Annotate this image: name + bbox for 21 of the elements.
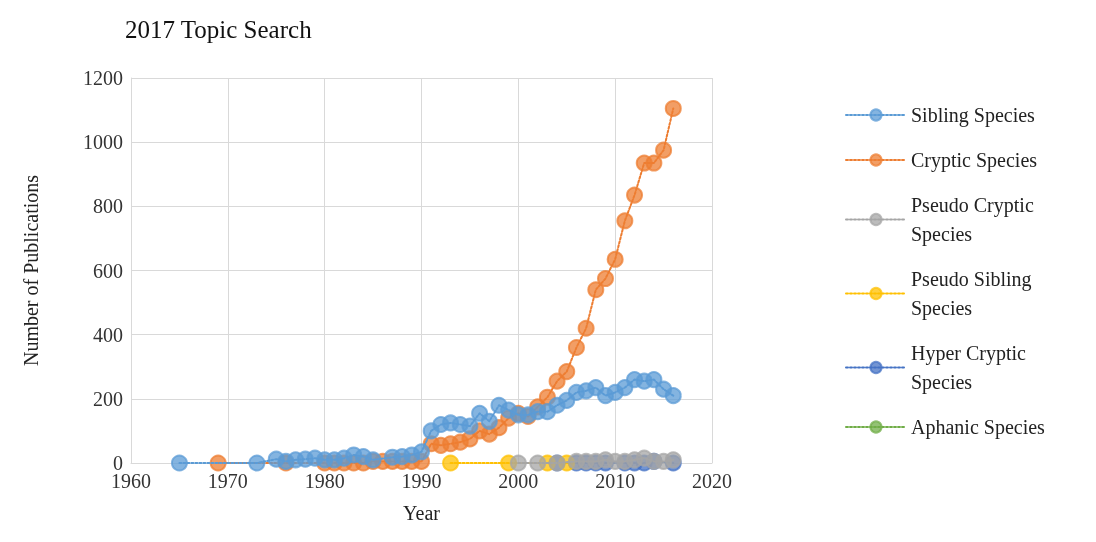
y-tick-label: 1000 xyxy=(83,131,123,154)
x-tick-label: 1980 xyxy=(304,470,345,492)
legend-label: Cryptic Species xyxy=(911,149,1038,172)
x-tick-label: 2010 xyxy=(595,470,636,492)
y-tick-label: 800 xyxy=(93,195,123,218)
y-tick-label: 200 xyxy=(93,387,123,410)
chart-title: 2017 Topic Search xyxy=(125,16,313,43)
x-tick-label: 1970 xyxy=(207,470,248,492)
x-tick-label: 2000 xyxy=(498,470,539,492)
y-axis-title: Number of Publications xyxy=(20,174,42,367)
legend-label: Pseudo Cryptic Species xyxy=(911,194,1039,246)
x-axis-title: Year xyxy=(403,502,441,524)
legend-label: Sibling Species xyxy=(911,104,1036,127)
y-tick-label: 1200 xyxy=(83,67,123,89)
x-tick-label: 2020 xyxy=(692,470,732,492)
y-tick-label: 400 xyxy=(93,323,123,346)
x-tick-label: 1990 xyxy=(401,470,442,492)
y-tick-label: 600 xyxy=(93,259,123,282)
legend-label: Aphanic Species xyxy=(911,416,1046,439)
legend-label: Hyper Cryptic Species xyxy=(911,342,1031,394)
legend-label: Pseudo Sibling Species xyxy=(911,268,1037,320)
